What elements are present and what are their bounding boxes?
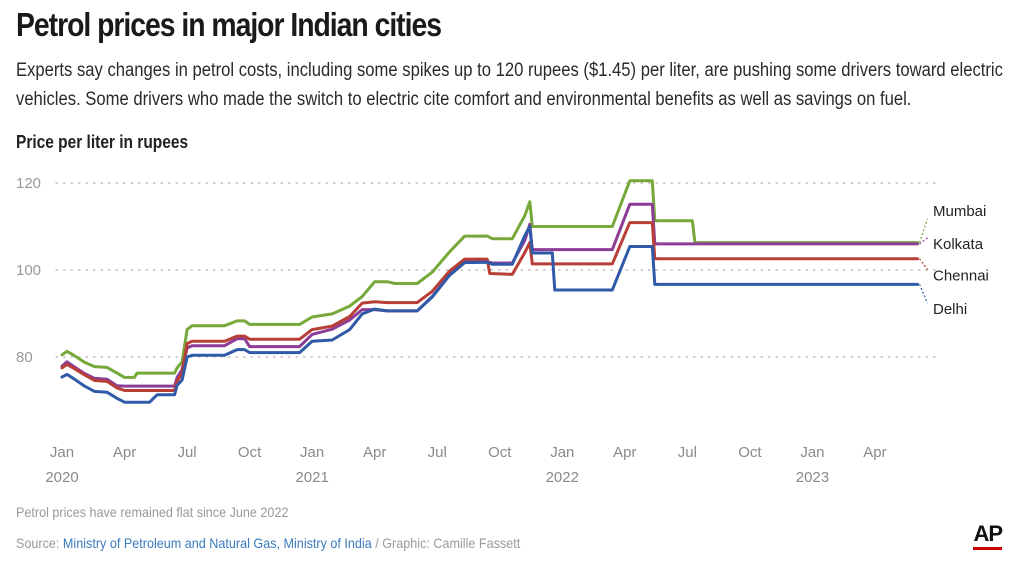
page-subtitle: Experts say changes in petrol costs, inc… bbox=[16, 60, 1003, 110]
x-tick-label: Jul bbox=[678, 444, 697, 461]
series-line-kolkata bbox=[60, 202, 919, 388]
y-tick-label: 100 bbox=[16, 262, 41, 279]
source-line: Source: Ministry of Petroleum and Natura… bbox=[16, 535, 520, 551]
x-axis-ticks: Jan 2020 Apr Jul Oct Jan 2021 Apr Jul Oct Jan 2022 A… bbox=[45, 444, 886, 486]
series-label-delhi: Delhi bbox=[933, 301, 967, 318]
x-tick-label: Jan bbox=[800, 444, 824, 461]
page-title: Petrol prices in major Indian cities bbox=[16, 6, 442, 43]
x-year-label: 2021 bbox=[295, 469, 328, 486]
x-tick-label: Apr bbox=[113, 444, 136, 461]
source-link[interactable]: Ministry of Petroleum and Natural Gas, M… bbox=[62, 535, 372, 551]
x-tick-label: Jul bbox=[428, 444, 447, 461]
x-year-label: 2020 bbox=[45, 469, 78, 486]
label-leader-chennai bbox=[919, 258, 928, 271]
y-axis-ticks: 80 100 120 bbox=[16, 175, 41, 366]
x-tick-label: Oct bbox=[488, 444, 512, 461]
ap-logo: AP bbox=[973, 521, 1003, 550]
series-lines bbox=[60, 179, 919, 404]
series-line-delhi bbox=[60, 225, 919, 404]
unit-label: Price per liter in rupees bbox=[16, 132, 189, 152]
x-tick-label: Jan bbox=[300, 444, 324, 461]
y-tick-label: 120 bbox=[16, 175, 41, 192]
x-year-label: 2023 bbox=[796, 469, 829, 486]
label-leader-delhi bbox=[918, 284, 929, 304]
y-tick-label: 80 bbox=[16, 349, 33, 366]
x-tick-label: Jan bbox=[50, 444, 74, 461]
series-line-mumbai bbox=[60, 179, 919, 379]
series-labels: Mumbai Kolkata Chennai Delhi bbox=[918, 203, 989, 318]
x-tick-label: Apr bbox=[363, 444, 386, 461]
source-prefix: Source: bbox=[16, 535, 63, 551]
source-suffix: / Graphic: Camille Fassett bbox=[371, 535, 521, 551]
label-leader-mumbai bbox=[918, 218, 929, 243]
x-tick-label: Jul bbox=[177, 444, 196, 461]
x-tick-label: Jan bbox=[550, 444, 574, 461]
series-label-kolkata: Kolkata bbox=[933, 236, 984, 253]
series-label-mumbai: Mumbai bbox=[933, 203, 986, 220]
label-leader-kolkata bbox=[919, 237, 928, 245]
x-tick-label: Apr bbox=[863, 444, 886, 461]
x-tick-label: Apr bbox=[613, 444, 636, 461]
x-tick-label: Oct bbox=[238, 444, 262, 461]
x-tick-label: Oct bbox=[738, 444, 762, 461]
x-year-label: 2022 bbox=[546, 469, 579, 486]
series-line-chennai bbox=[60, 221, 919, 392]
series-label-chennai: Chennai bbox=[933, 268, 989, 285]
footer-note: Petrol prices have remained flat since J… bbox=[16, 504, 289, 520]
